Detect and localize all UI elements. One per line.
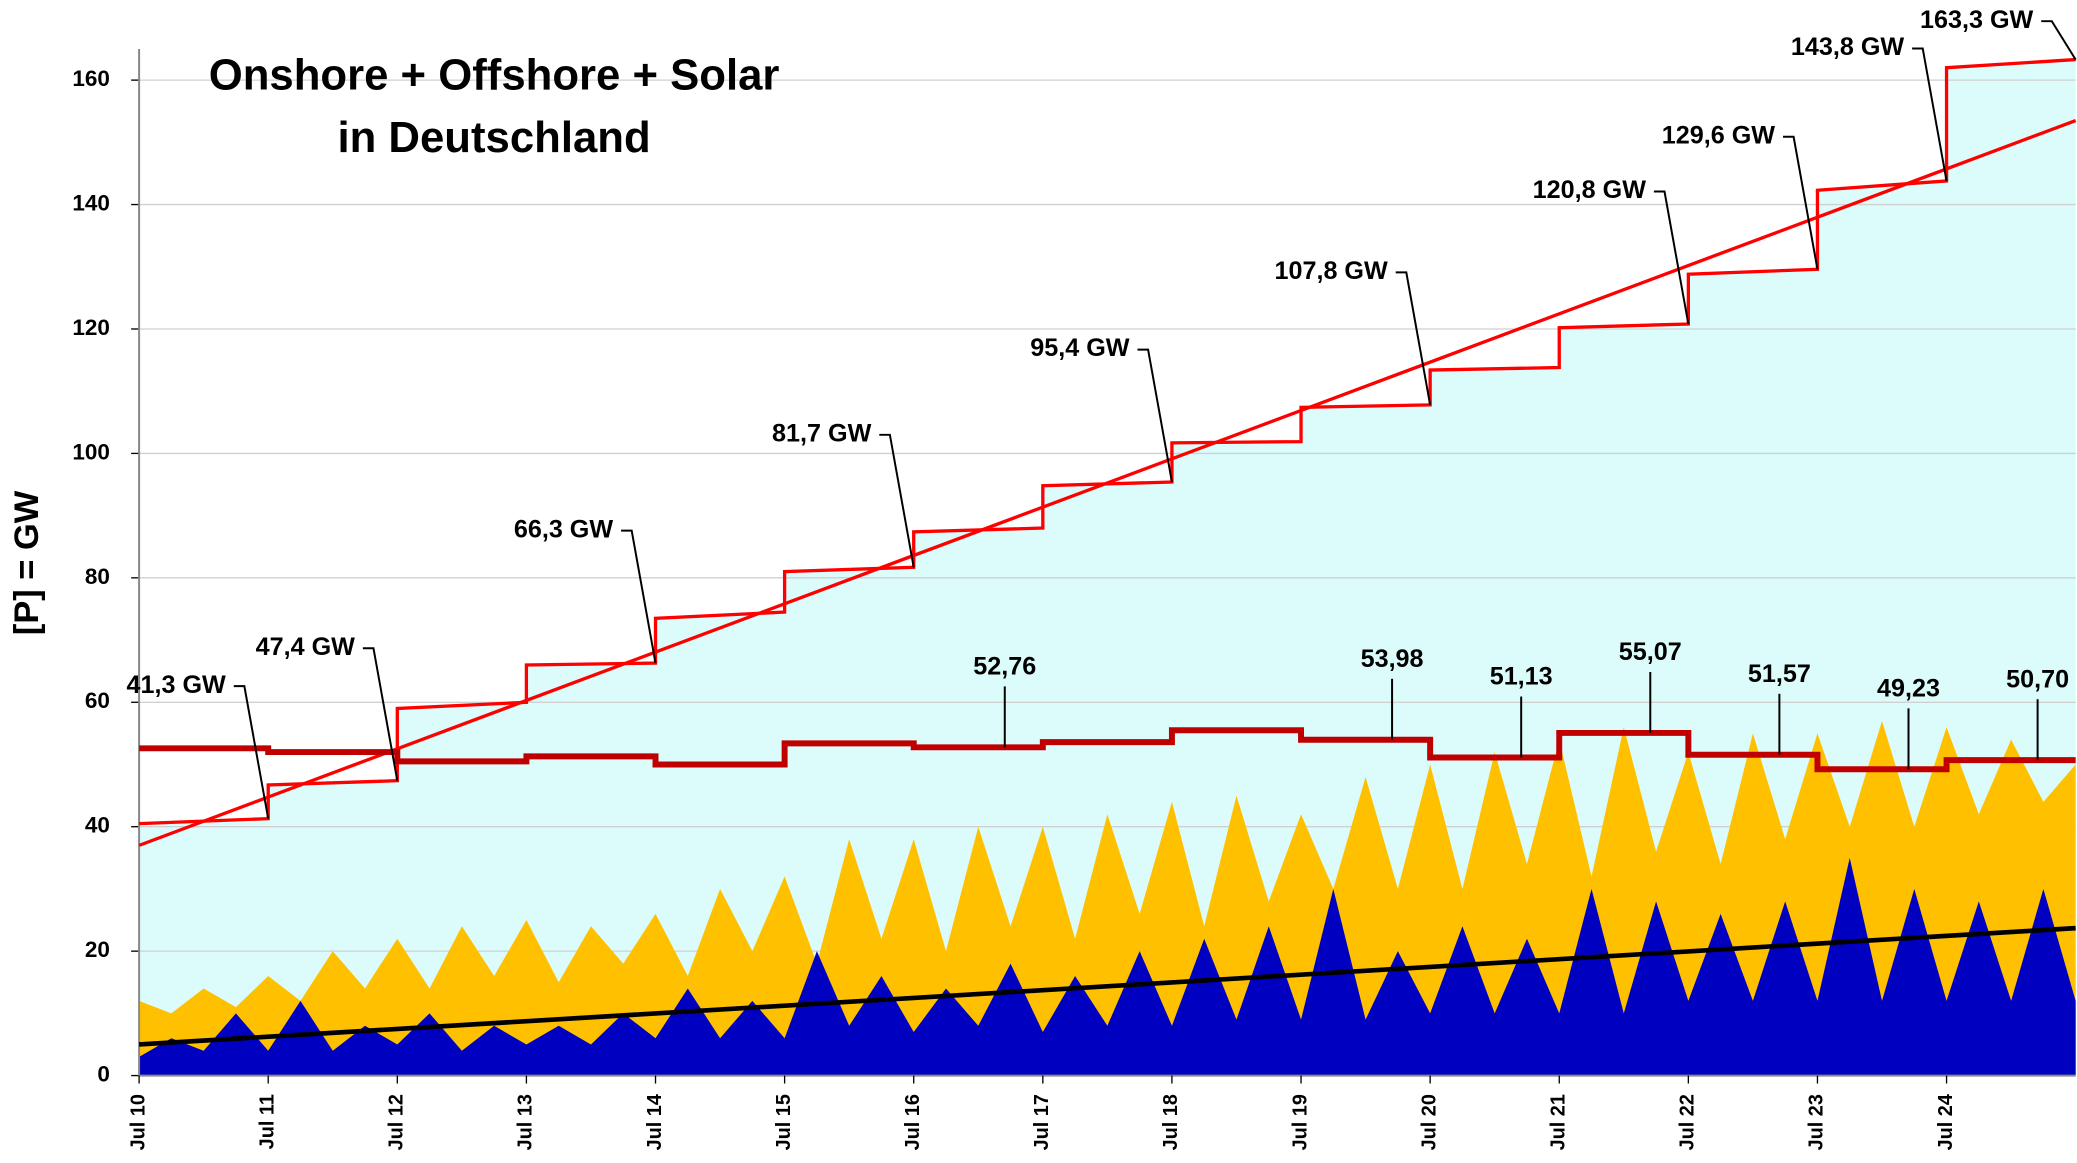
leader-line — [621, 529, 657, 664]
data-label: 50,70 — [2006, 665, 2069, 693]
data-label: 52,76 — [973, 652, 1036, 680]
y-tick-label: 0 — [97, 1062, 110, 1087]
wind-trend — [138, 925, 2076, 1047]
leader-line — [2041, 20, 2077, 61]
x-tick-label: Jul 24 — [1935, 1094, 1957, 1150]
data-label: 51,57 — [1748, 660, 1811, 688]
data-label: 107,8 GW — [1274, 257, 1388, 285]
x-tick-label: Jul 12 — [386, 1094, 408, 1150]
y-axis-label: [P] = GW — [8, 490, 46, 635]
x-tick-label: Jul 15 — [773, 1094, 795, 1150]
x-tick-label: Jul 18 — [1160, 1094, 1182, 1150]
leader-line — [362, 647, 399, 781]
data-label: 120,8 GW — [1533, 176, 1647, 204]
leader-line — [1783, 135, 1819, 270]
y-tick-label: 120 — [72, 315, 110, 340]
x-tick-label: Jul 22 — [1677, 1094, 1699, 1150]
data-label: 163,3 GW — [1920, 6, 2034, 34]
wind-area — [139, 857, 2076, 1076]
leader-line — [1137, 348, 1173, 483]
leader-line — [233, 685, 270, 819]
y-tick-label: 80 — [85, 564, 110, 589]
y-tick-label: 40 — [85, 813, 110, 838]
x-tick-label: Jul 14 — [644, 1094, 666, 1150]
data-label: 81,7 GW — [772, 419, 872, 447]
x-tick-label: Jul 10 — [127, 1094, 149, 1150]
x-tick-label: Jul 19 — [1289, 1094, 1311, 1150]
x-tick-label: Jul 23 — [1806, 1094, 1828, 1150]
data-label: 41,3 GW — [127, 671, 227, 699]
data-label: 129,6 GW — [1662, 121, 1776, 149]
x-tick-label: Jul 21 — [1547, 1094, 1569, 1150]
chart-subtitle: in Deutschland — [337, 113, 650, 162]
x-tick-label: Jul 11 — [256, 1094, 278, 1149]
plot-area: 0 20 40 60 80 100 120 140 160 Jul 10 Jul 11 Jul 12 J… — [72, 6, 2077, 1150]
y-tick-label: 140 — [72, 191, 110, 216]
x-tick-label: Jul 17 — [1031, 1094, 1053, 1150]
capacity-step — [139, 57, 2076, 826]
y-tick-label: 60 — [85, 688, 110, 713]
x-tick-label: Jul 20 — [1418, 1094, 1440, 1150]
peak-load-step — [139, 727, 2076, 773]
data-label: 49,23 — [1877, 674, 1940, 702]
data-label: 53,98 — [1361, 645, 1424, 673]
x-tick-label: Jul 16 — [902, 1094, 924, 1150]
y-tick-label: 160 — [72, 66, 110, 91]
y-tick-label: 20 — [85, 937, 110, 962]
leader-line — [1653, 190, 1690, 325]
data-label: 66,3 GW — [514, 515, 614, 543]
capacity-area — [139, 59, 2076, 1076]
leader-line — [879, 433, 915, 568]
leader-line — [1912, 47, 1948, 182]
leader-line — [1395, 271, 1432, 406]
data-label: 51,13 — [1490, 663, 1553, 691]
y-tick-label: 100 — [72, 439, 110, 464]
data-label: 95,4 GW — [1030, 334, 1130, 362]
x-tick-label: Jul 13 — [515, 1094, 537, 1150]
chart-title: Onshore + Offshore + Solar — [209, 51, 780, 100]
data-label: 55,07 — [1619, 638, 1682, 666]
data-label: 47,4 GW — [256, 633, 356, 661]
data-label: 143,8 GW — [1791, 33, 1905, 61]
